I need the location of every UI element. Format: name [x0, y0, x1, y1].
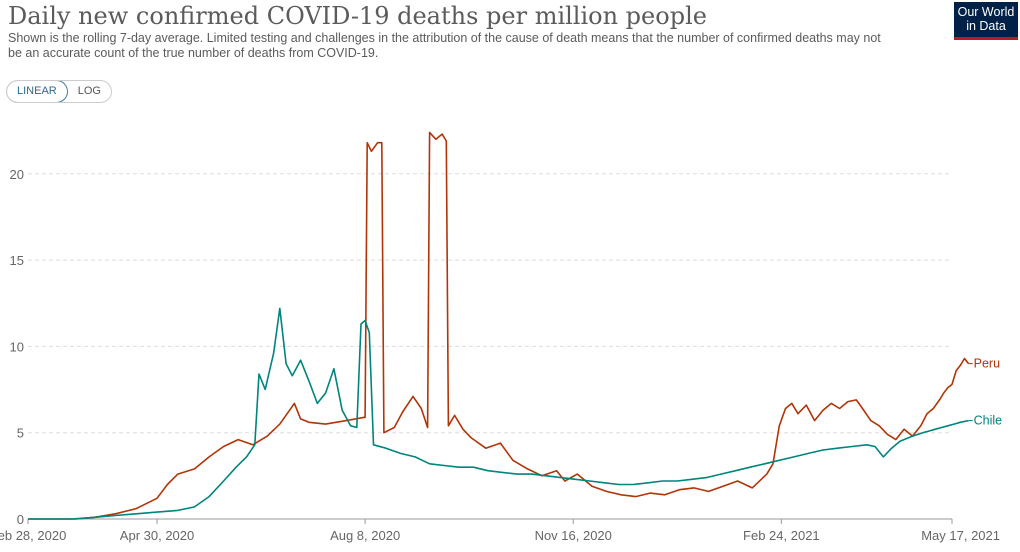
y-axis-ticks: 0 5 10 15 20 — [10, 167, 24, 527]
series-labels: Peru Chile — [968, 357, 1003, 428]
x-tick-label: Apr 30, 2020 — [120, 528, 194, 543]
y-tick-label: 0 — [17, 512, 24, 527]
chart-subtitle: Shown is the rolling 7-day average. Limi… — [8, 31, 881, 60]
x-tick-label: May 17, 2021 — [921, 528, 1000, 543]
gridlines — [28, 173, 952, 520]
log-scale-button[interactable]: LOG — [77, 85, 101, 97]
scale-toggle: LINEAR LOG — [6, 80, 112, 103]
y-tick-label: 20 — [10, 167, 24, 182]
series-label-chile[interactable]: Chile — [974, 414, 1003, 428]
series-line-chile[interactable] — [28, 307, 969, 520]
linear-scale-button[interactable]: LINEAR — [6, 81, 68, 102]
owid-logo[interactable]: Our World in Data — [954, 2, 1018, 40]
x-tick-label: Nov 16, 2020 — [535, 528, 612, 543]
x-tick-label: Feb 24, 2021 — [743, 528, 820, 543]
logo-accent-bar — [954, 37, 1018, 40]
x-axis-ticks: Feb 28, 2020 Apr 30, 2020 Aug 8, 2020 Nov 1… — [0, 519, 1000, 543]
series-line-peru[interactable] — [28, 131, 970, 520]
logo-line-2: in Data — [966, 19, 1006, 33]
series-lines — [28, 131, 970, 520]
series-label-peru[interactable]: Peru — [974, 357, 1000, 371]
x-tick-label: Aug 8, 2020 — [330, 528, 400, 543]
y-tick-label: 10 — [10, 339, 24, 354]
y-tick-label: 15 — [10, 253, 24, 268]
x-tick-label: Feb 28, 2020 — [0, 528, 66, 543]
chart-title: Daily new confirmed COVID-19 deaths per … — [8, 2, 707, 30]
y-tick-label: 5 — [17, 426, 24, 441]
logo-line-1: Our World — [957, 5, 1015, 19]
